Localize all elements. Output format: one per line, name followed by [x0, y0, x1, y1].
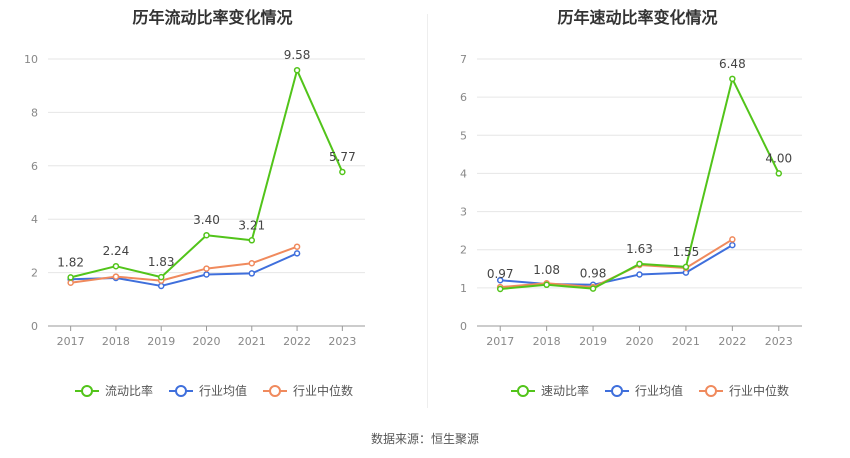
y-tick-label: 0 [460, 320, 467, 333]
data-point [636, 260, 643, 268]
legend-label: 行业均值 [199, 383, 247, 398]
current-ratio-chart: 0 2 4 6 8 10 2017 2018 2019 2020 2021 2022 2023 1.82 2… [24, 48, 365, 398]
data-point [248, 270, 256, 277]
y-tick-label: 4 [460, 167, 467, 180]
data-label: 1.08 [533, 263, 560, 277]
data-point [589, 285, 597, 292]
y-tick-label: 6 [31, 160, 38, 173]
data-point [67, 279, 74, 286]
x-tick-label: 2017 [486, 335, 514, 348]
x-tick-label: 2021 [238, 335, 266, 348]
x-tick-label: 2020 [193, 335, 221, 348]
legend-item: 行业中位数 [699, 383, 789, 398]
data-point [248, 237, 256, 244]
x-tick-label: 2018 [102, 335, 130, 348]
chart-title: 历年流动比率变化情况 [132, 8, 293, 27]
data-point [112, 273, 120, 280]
legend-item: 行业中位数 [263, 383, 353, 398]
legend-label: 行业均值 [635, 383, 683, 398]
legend-label: 流动比率 [105, 383, 153, 398]
data-point [203, 265, 210, 272]
data-label: 3.21 [238, 218, 265, 232]
data-point [496, 276, 504, 284]
y-tick-label: 6 [460, 91, 467, 104]
data-point [636, 271, 643, 278]
data-point [157, 282, 165, 290]
series-line [70, 245, 298, 284]
x-tick-label: 2017 [57, 335, 85, 348]
x-tick-label: 2019 [579, 335, 607, 348]
data-point [729, 75, 736, 83]
y-tick-label: 1 [460, 282, 467, 295]
legend-label: 行业中位数 [729, 383, 789, 398]
data-point [775, 170, 783, 177]
data-label: 1.63 [626, 242, 653, 256]
y-tick-label: 4 [31, 213, 38, 226]
legend-marker [269, 385, 281, 397]
data-point [67, 274, 74, 281]
data-point [112, 262, 120, 270]
data-label: 1.83 [148, 255, 175, 269]
data-label: 9.58 [284, 48, 311, 62]
x-tick-label: 2022 [283, 335, 311, 348]
quick-ratio-chart: 0 1 2 3 4 5 6 7 2017 2018 2019 2020 2021 2022 2023 0.97… [460, 53, 802, 398]
data-point [203, 231, 210, 239]
left-chart-panel: 历年流动比率变化情况 0 2 4 6 8 10 2017 2018 2019 2020 2021 20… [0, 0, 425, 420]
data-point [729, 241, 736, 249]
data-source-note: 数据来源：恒生聚源 [370, 432, 479, 446]
panel-divider [427, 14, 428, 408]
data-point [293, 250, 301, 257]
legend-item: 行业均值 [605, 383, 683, 398]
legend-label: 速动比率 [541, 383, 589, 398]
y-tick-label: 2 [31, 267, 38, 280]
data-point [729, 236, 736, 243]
y-tick-label: 7 [460, 53, 467, 66]
data-label: 0.97 [487, 267, 514, 281]
x-tick-label: 2018 [533, 335, 561, 348]
data-point [339, 168, 346, 176]
data-point [293, 243, 301, 250]
data-label: 1.55 [673, 245, 700, 259]
data-point [157, 273, 165, 281]
y-tick-label: 10 [24, 53, 38, 66]
y-tick-label: 2 [460, 244, 467, 257]
right-chart-panel: 历年速动比率变化情况 0 1 2 3 4 5 6 7 2017 2018 2019 2020 2021 2… [425, 0, 850, 420]
data-point [248, 260, 256, 267]
x-tick-label: 2023 [328, 335, 356, 348]
y-tick-label: 5 [460, 129, 467, 142]
data-label: 2.24 [103, 244, 130, 258]
legend-marker [175, 385, 187, 397]
legend-item: 流动比率 [75, 383, 153, 398]
data-label: 6.48 [719, 57, 746, 71]
data-point [293, 66, 301, 74]
data-label: 1.82 [57, 255, 84, 269]
data-point [682, 263, 690, 271]
x-tick-label: 2020 [626, 335, 654, 348]
data-label: 3.40 [193, 213, 220, 227]
x-tick-label: 2023 [765, 335, 793, 348]
legend-label: 行业中位数 [293, 383, 353, 398]
legend-item: 行业均值 [169, 383, 247, 398]
series-line [500, 77, 780, 290]
legend-marker [517, 385, 529, 397]
data-point [203, 271, 210, 278]
legend-item: 速动比率 [511, 383, 589, 398]
x-tick-label: 2021 [672, 335, 700, 348]
legend-marker [81, 385, 93, 397]
data-point [496, 285, 504, 293]
data-label: 5.77 [329, 150, 356, 164]
legend-marker [705, 385, 717, 397]
legend-marker [611, 385, 623, 397]
y-tick-label: 3 [460, 206, 467, 219]
data-label: 4.00 [765, 151, 792, 165]
x-tick-label: 2022 [718, 335, 746, 348]
chart-title: 历年速动比率变化情况 [557, 8, 718, 27]
x-tick-label: 2019 [147, 335, 175, 348]
data-label: 0.98 [580, 267, 607, 281]
y-tick-label: 0 [31, 320, 38, 333]
data-point [543, 281, 550, 289]
y-tick-label: 8 [31, 106, 38, 119]
